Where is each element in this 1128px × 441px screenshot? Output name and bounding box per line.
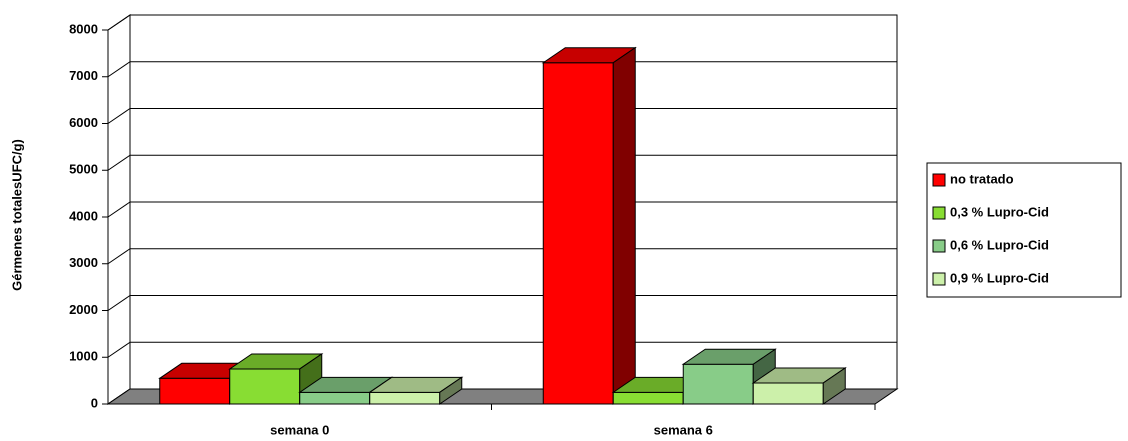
bar-front: [612, 391, 684, 405]
y-tick-label: 4000: [69, 208, 98, 223]
legend-box: [926, 162, 1122, 298]
legend-label: no tratado: [950, 171, 1014, 186]
legend: no tratado 0,3 % Lupro-Cid 0,6 % Lupro-Cid…: [926, 162, 1122, 298]
x-tick-label: semana 6: [654, 422, 713, 437]
legend-label: 0,6 % Lupro-Cid: [950, 237, 1049, 252]
grid-line: [107, 201, 897, 218]
bar: [541, 46, 637, 405]
legend-label: 0,9 % Lupro-Cid: [950, 270, 1049, 285]
y-tick-label: 6000: [69, 115, 98, 130]
y-axis-label: Gérmenes totalesUFC/g): [9, 139, 24, 291]
x-tick-label: semana 0: [270, 422, 329, 437]
y-tick-label: 1000: [69, 349, 98, 364]
y-tick-label: 0: [91, 395, 98, 410]
bar-side: [612, 46, 636, 405]
legend-label: 0,3 % Lupro-Cid: [950, 204, 1049, 219]
bar-front: [542, 62, 614, 405]
legend-swatch: [932, 206, 946, 220]
legend-swatch: [932, 173, 946, 187]
grid-line: [107, 61, 897, 78]
grid-line: [107, 248, 897, 265]
legend-swatch: [932, 239, 946, 253]
bar-front: [369, 391, 441, 405]
y-tick-label: 7000: [69, 68, 98, 83]
bar: [368, 376, 464, 405]
y-tick-label: 3000: [69, 255, 98, 270]
grid-line: [107, 154, 897, 171]
grid-line: [107, 295, 897, 311]
grid-line: [107, 108, 897, 124]
grid-line: [107, 14, 897, 31]
bar: [751, 367, 847, 405]
bar-front: [682, 363, 754, 405]
y-tick-label: 2000: [69, 302, 98, 317]
y-tick-label: 5000: [69, 162, 98, 177]
bar-side: [822, 367, 846, 405]
legend-swatch: [932, 272, 946, 286]
bar-front: [159, 377, 231, 405]
bar-front: [752, 382, 824, 405]
grid-line: [107, 341, 897, 358]
bar-side: [439, 376, 463, 405]
y-tick-label: 8000: [69, 21, 98, 36]
bar-front: [299, 391, 371, 405]
bar-front: [229, 368, 301, 405]
